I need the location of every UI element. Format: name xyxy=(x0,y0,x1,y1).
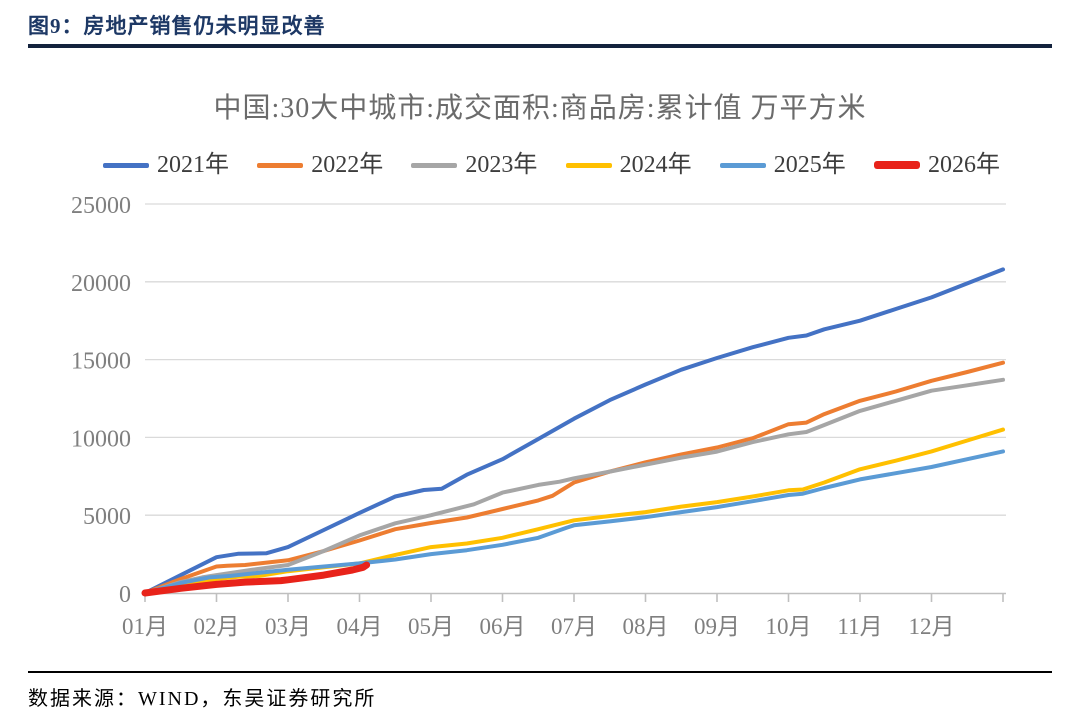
chart-legend: 2021年 2022年 2023年 2024年 2025年 2026年 xyxy=(103,153,1000,177)
legend-label: 2024年 xyxy=(619,152,692,178)
legend-label: 2026年 xyxy=(927,152,1000,178)
chart-title: 中国:30大中城市:成交面积:商品房:累计值 万平方米 xyxy=(213,93,867,124)
legend-item-2022年: 2022年 xyxy=(257,153,383,177)
x-tick-label: 12月 xyxy=(909,614,955,639)
y-tick-label: 15000 xyxy=(71,349,131,375)
y-tick-label: 25000 xyxy=(71,193,131,219)
series-line-2024年 xyxy=(143,427,1005,595)
x-tick-label: 01月 xyxy=(122,614,168,639)
legend-label: 2023年 xyxy=(465,152,538,178)
x-tick-label: 10月 xyxy=(766,614,812,639)
series-line-2026年 xyxy=(141,561,371,597)
x-tick-label: 07月 xyxy=(551,614,597,639)
legend-label: 2021年 xyxy=(157,152,229,178)
title-divider xyxy=(28,44,1052,48)
legend-item-2025年: 2025年 xyxy=(719,152,846,178)
legend-label: 2022年 xyxy=(311,152,384,178)
legend-item-2024年: 2024年 xyxy=(565,152,692,178)
legend-item-2023年: 2023年 xyxy=(411,153,537,177)
x-tick-label: 08月 xyxy=(623,614,669,639)
figure-title: 图9：房地产销售仍未明显改善 xyxy=(28,14,326,38)
legend-item-2021年: 2021年 xyxy=(103,153,229,177)
x-tick-label: 03月 xyxy=(265,614,311,639)
legend-swatch-2023年 xyxy=(411,162,458,168)
series-line-2023年 xyxy=(143,377,1005,595)
legend-swatch-2022年 xyxy=(257,162,304,168)
series-line-2025年 xyxy=(143,449,1005,595)
y-tick-label: 10000 xyxy=(71,426,131,452)
y-tick-label: 20000 xyxy=(71,271,131,297)
x-tick-label: 04月 xyxy=(337,614,383,639)
legend-swatch-2025年 xyxy=(719,162,766,168)
x-tick-label: 06月 xyxy=(480,614,526,639)
x-tick-label: 09月 xyxy=(694,614,740,639)
series-line-2021年 xyxy=(143,267,1005,595)
x-tick-label: 05月 xyxy=(408,614,454,639)
data-source: 数据来源：WIND，东吴证券研究所 xyxy=(28,688,377,710)
legend-swatch-2026年 xyxy=(873,161,920,169)
y-tick-label: 5000 xyxy=(83,504,131,530)
x-tick-label: 02月 xyxy=(194,614,240,639)
x-tick-label: 11月 xyxy=(837,614,882,639)
y-tick-label: 0 xyxy=(119,582,131,608)
footer-divider xyxy=(28,671,1052,673)
legend-swatch-2024年 xyxy=(565,162,612,168)
legend-label: 2025年 xyxy=(773,152,846,178)
legend-swatch-2021年 xyxy=(103,162,149,168)
series-line-2022年 xyxy=(143,360,1005,595)
legend-item-2026年: 2026年 xyxy=(873,152,1000,178)
